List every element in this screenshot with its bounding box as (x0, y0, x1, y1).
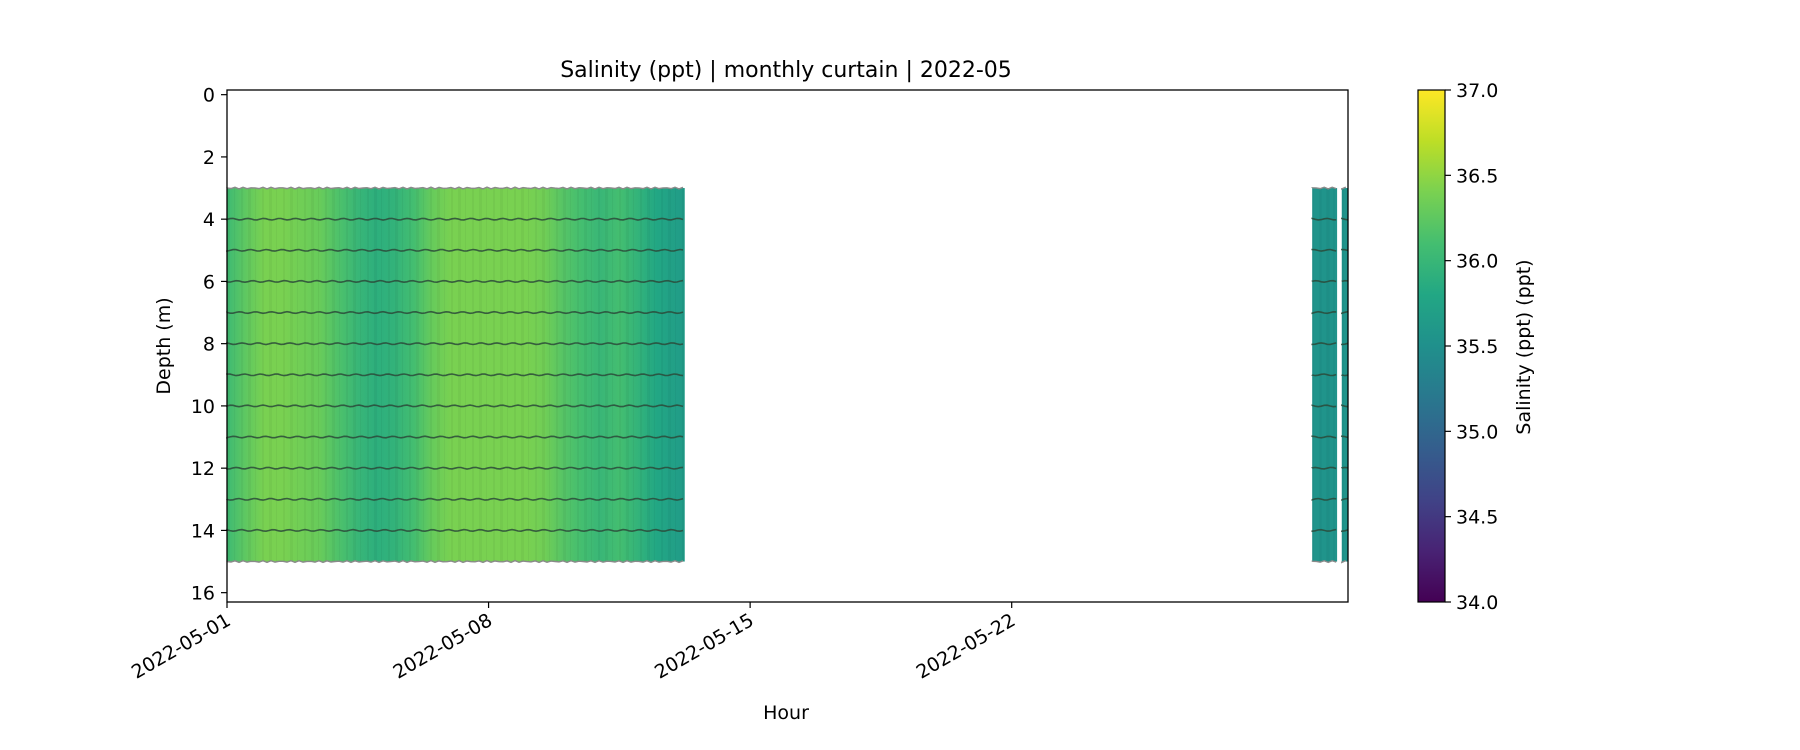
y-tick-label: 0 (203, 85, 215, 107)
x-axis: 2022-05-01 2022-05-08 2022-05-15 2022-05-22 (128, 602, 1019, 684)
y-tick-label: 2 (203, 147, 215, 169)
sensor-line (226, 466, 684, 470)
sensor-line (1340, 497, 1348, 501)
sensor-line (1341, 279, 1348, 283)
colorbar-tick-label: 34.0 (1456, 592, 1498, 614)
sensor-line (226, 279, 684, 284)
sensor-line (1311, 497, 1337, 501)
sensor-line (1311, 373, 1337, 377)
sensor-line (1340, 342, 1349, 346)
colorbar-tick-label: 35.5 (1456, 336, 1498, 358)
x-tick-label: 2022-05-22 (913, 609, 1020, 683)
sensor-line (226, 217, 684, 221)
sensor-line (226, 497, 684, 501)
x-tick-label: 2022-05-15 (651, 609, 758, 683)
sensor-lines (226, 186, 1349, 564)
sensor-line (226, 373, 684, 377)
sensor-line (1311, 435, 1337, 439)
x-tick-label: 2022-05-08 (389, 609, 496, 683)
sensor-line (1340, 217, 1348, 221)
sensor-line (226, 248, 684, 253)
sensor-line (1340, 374, 1348, 377)
y-tick-label: 8 (203, 334, 215, 356)
y-tick-label: 4 (203, 209, 215, 231)
colorbar-tick-label: 35.0 (1456, 421, 1498, 443)
sensor-line (1311, 217, 1337, 221)
y-axis-label: Depth (m) (153, 297, 175, 394)
top-boundary-line (1341, 186, 1347, 190)
bottom-boundary-line (1311, 559, 1337, 564)
sensor-line (1311, 248, 1337, 252)
y-axis: 0 2 4 6 8 10 12 14 16 (191, 85, 227, 605)
sensor-line (1340, 529, 1349, 533)
sensor-line (226, 310, 684, 315)
sensor-line (1311, 404, 1337, 408)
x-tick-label: 2022-05-01 (128, 609, 235, 683)
sensor-line (226, 341, 684, 346)
sensor-line (226, 528, 684, 533)
sensor-line (1340, 435, 1349, 439)
chart-title: Salinity (ppt) | monthly curtain | 2022-… (560, 58, 1012, 83)
sensor-line (1311, 528, 1337, 533)
sensor-line (1340, 310, 1348, 315)
sensor-line (1311, 342, 1337, 346)
sensor-line (1311, 279, 1337, 284)
sensor-line (1311, 310, 1337, 315)
y-tick-label: 10 (191, 396, 215, 418)
colorbar-tick-label: 36.5 (1456, 165, 1498, 187)
bottom-boundary-line (1341, 559, 1347, 564)
colorbar-label: Salinity (ppt) (ppt) (1513, 259, 1535, 434)
sensor-line (1340, 466, 1348, 469)
sensor-line (1311, 466, 1337, 470)
sensor-line (226, 404, 684, 408)
y-tick-label: 16 (191, 583, 215, 605)
x-axis-label: Hour (763, 702, 809, 724)
colorbar: 34.0 34.5 35.0 35.5 36.0 36.5 37.0 (1417, 80, 1498, 614)
colorbar-scale (1417, 89, 1446, 603)
y-tick-label: 14 (191, 520, 215, 542)
sensor-line (1340, 404, 1348, 408)
plot-frame (226, 89, 1349, 603)
colorbar-tick-label: 37.0 (1456, 80, 1498, 102)
colorbar-tick-label: 36.0 (1456, 251, 1498, 273)
y-tick-label: 6 (203, 271, 215, 293)
top-boundary-line (1311, 186, 1337, 190)
top-boundary-line (226, 186, 684, 190)
sensor-line (226, 435, 684, 439)
bottom-boundary-line (226, 559, 684, 564)
sensor-line (1340, 248, 1349, 252)
y-tick-label: 12 (191, 458, 215, 480)
colorbar-tick-label: 34.5 (1456, 507, 1498, 529)
